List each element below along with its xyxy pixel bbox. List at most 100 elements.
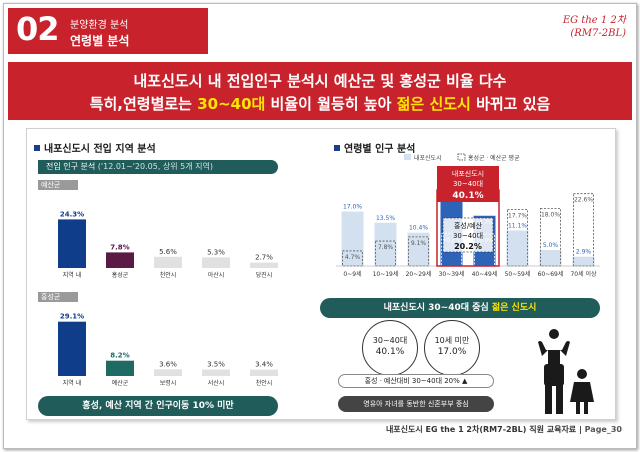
callout-value: 40.1% (452, 191, 483, 201)
bar-아산시 (202, 257, 230, 268)
left-subtitle-pill: 전입 인구 분석 ('12.01~'20.05, 상위 5개 지역) (38, 160, 278, 174)
yesan-inflow-chart: 24.3% 지역 내 7.8% 홍성군 5.6% 천안시 5.3% 아산시 2.7% 당진시 (58, 210, 278, 279)
value-label-avg: 17.7% (508, 212, 527, 219)
value-label: 24.3% (60, 210, 84, 218)
pill-text: 전입 인구 분석 (46, 162, 98, 171)
bar-naepo-10~19세 (374, 222, 397, 266)
family-icon (538, 329, 594, 414)
headline-line1: 내포신도시 내 전입인구 분석시 예산군 및 홍성군 비율 다수 (133, 72, 507, 90)
stat-circle-30-40: 30~40대 40.1% (362, 320, 418, 376)
value-label-naepo: 5.0% (543, 242, 559, 249)
headline-highlight-young-city: 젊은 신도시 (396, 95, 471, 113)
inner-value: 20.2% (454, 242, 482, 251)
headline-text: 바뀌고 있음 (470, 95, 551, 113)
section-subtitle: 연령별 분석 (70, 34, 130, 48)
category-label: 10~19세 (373, 270, 399, 278)
category-label: 20~29세 (406, 270, 432, 278)
value-label-naepo: 10.4% (409, 225, 428, 232)
category-label: 천안시 (160, 271, 177, 279)
page-number: Page_30 (584, 425, 622, 434)
legend-label-avg: 홍성군ㆍ예산군 평균 (468, 154, 520, 162)
document-id: EG the 1 2차 (RM7-2BL) (563, 14, 626, 40)
headline-highlight-age: 30~40대 (197, 95, 266, 113)
headline-banner: 내포신도시 내 전입인구 분석시 예산군 및 홍성군 비율 다수 특히,연령별로… (8, 62, 632, 120)
value-label: 3.6% (159, 360, 177, 368)
page-footer: 내포신도시 EG the 1 2차(RM7-2BL) 직원 교육자료 | Pag… (386, 424, 622, 435)
category-label: 0~9세 (343, 270, 361, 278)
category-label: 보령시 (160, 379, 177, 387)
circle-value: 40.1% (375, 347, 405, 357)
value-label: 2.7% (255, 254, 273, 262)
section-tab: 02 분양환경 분석 연령별 분석 (8, 8, 208, 54)
bullet-square-icon (334, 145, 340, 151)
left-section-title-text: 내포신도시 전입 지역 분석 (44, 144, 156, 155)
comparison-note: 홍성ㆍ예산대비 30~40대 20% ▲ (338, 374, 494, 388)
value-label-naepo: 2.9% (576, 249, 592, 256)
category-label: 지역 내 (63, 271, 81, 279)
hongseong-inflow-chart: 29.1% 지역 내 8.2% 예산군 3.6% 보령시 3.5% 서산시 3.4% 천안시 (58, 313, 278, 387)
bar-지역 내 (58, 321, 86, 376)
bar-서산시 (202, 369, 230, 376)
value-label-avg: 18.0% (541, 211, 560, 218)
category-label: 홍성군 (112, 271, 129, 279)
pill-highlight: 젊은 신도시 (491, 303, 537, 313)
inner-label1: 홍성/예산 (454, 221, 483, 230)
pill-text: 내포신도시 30~40대 중심 (383, 303, 492, 313)
category-label: 30~39세 (439, 270, 465, 278)
bar-천안시 (250, 369, 278, 376)
section-number: 02 (16, 10, 60, 48)
circle-label: 10세 미만 (434, 336, 470, 345)
target-pill: 영유아 자녀를 동반한 신혼부부 중심 (338, 396, 494, 412)
region-tag-hongseong: 홍성군 (38, 292, 78, 302)
value-label: 3.5% (207, 360, 225, 368)
section-title: 분양환경 분석 (70, 20, 129, 31)
category-label: 당진시 (256, 271, 273, 279)
headline-text: 비율이 월등히 높아 (265, 95, 397, 113)
bar-naepo-50~59세 (506, 230, 529, 266)
left-summary-pill: 홍성, 예산 지역 간 인구이동 10% 미만 (38, 396, 278, 416)
value-label-naepo: 17.0% (343, 204, 362, 211)
category-label: 천안시 (256, 379, 273, 387)
value-label: 3.4% (255, 361, 273, 369)
right-section-title: 연령별 인구 분석 (334, 140, 415, 155)
bar-홍성군 (106, 252, 134, 268)
category-label: 아산시 (208, 271, 225, 279)
footer-text: 내포신도시 EG the 1 2차(RM7-2BL) 직원 교육자료 | (385, 425, 585, 434)
value-label: 7.8% (110, 243, 129, 251)
age-distribution-chart: 내포신도시 홍성군ㆍ예산군 평균 17.0% 4.7% 0~9세 13.5% 7.8% 10~… (336, 153, 600, 278)
value-label: 29.1% (60, 313, 84, 321)
bar-avg-10~19세 (375, 240, 396, 267)
right-section-title-text: 연령별 인구 분석 (344, 144, 416, 155)
circle-label: 30~40대 (372, 336, 408, 345)
inner-label2: 30~40대 (453, 232, 483, 240)
bar-천안시 (154, 256, 182, 268)
doc-id-line2: (RM7-2BL) (570, 28, 626, 39)
value-label: 5.3% (207, 248, 225, 256)
value-label-avg: 4.7% (345, 254, 361, 261)
value-label-avg: 7.8% (378, 244, 394, 251)
circle-value: 17.0% (437, 347, 467, 357)
category-label: 70세 이상 (570, 270, 597, 278)
legend-swatch-naepo (404, 154, 411, 160)
right-summary-pill: 내포신도시 30~40대 중심 젊은 신도시 (320, 298, 600, 318)
value-label: 5.6% (159, 248, 177, 256)
category-label: 예산군 (112, 379, 129, 387)
callout-sub: 30~40대 (453, 180, 483, 188)
callout-title: 내포신도시 (452, 169, 484, 178)
bar-naepo-0~9세 (341, 211, 364, 266)
value-label-naepo: 13.5% (376, 215, 395, 222)
bar-예산군 (106, 360, 134, 376)
category-label: 50~59세 (505, 270, 531, 278)
region-tag-yesan: 예산군 (38, 180, 78, 190)
value-label-avg: 9.1% (411, 240, 427, 247)
value-label-avg: 22.6% (574, 197, 593, 204)
headline-text: 특히,연령별로는 (89, 95, 198, 113)
category-label: 40~49세 (472, 270, 498, 278)
category-label: 60~69세 (538, 270, 564, 278)
category-label: 지역 내 (63, 379, 81, 387)
value-label-naepo: 11.1% (508, 222, 527, 229)
bar-보령시 (154, 369, 182, 376)
bar-당진시 (250, 262, 278, 268)
bar-naepo-70세 이상 (572, 256, 595, 266)
left-section-title: 내포신도시 전입 지역 분석 (34, 140, 156, 155)
